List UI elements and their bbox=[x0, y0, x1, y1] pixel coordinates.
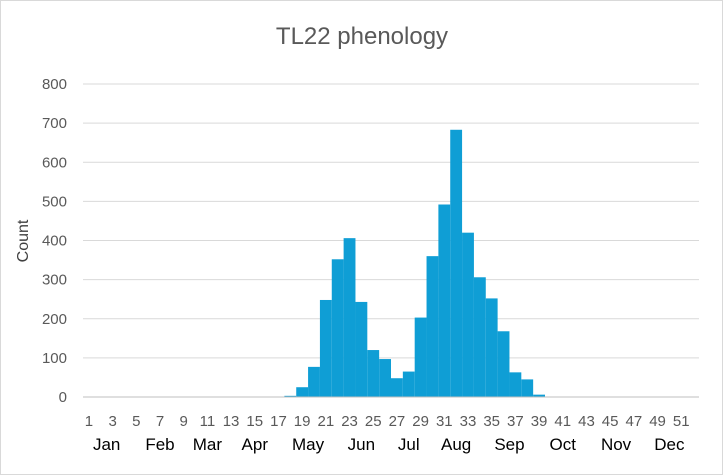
bar-week-23 bbox=[343, 238, 356, 397]
x-tick-label: 1 bbox=[85, 413, 93, 430]
bar-week-29 bbox=[414, 317, 427, 397]
x-tick-label: 49 bbox=[649, 413, 666, 430]
bar-week-19 bbox=[296, 387, 309, 397]
y-tick-label: 300 bbox=[42, 272, 67, 289]
month-label: Oct bbox=[550, 435, 577, 454]
month-labels: Jan Feb Mar Apr May Jun Jul Aug Sep Oct Nov Dec bbox=[93, 435, 685, 454]
x-tick-label: 31 bbox=[436, 413, 453, 430]
x-tick-label: 35 bbox=[483, 413, 500, 430]
bar-week-30 bbox=[426, 256, 439, 397]
month-label: Feb bbox=[145, 435, 174, 454]
x-tick-label: 23 bbox=[341, 413, 358, 430]
y-tick-label: 500 bbox=[42, 193, 67, 210]
y-axis-label: Count bbox=[15, 219, 32, 262]
y-tick-label: 600 bbox=[42, 154, 67, 171]
x-tick-label: 13 bbox=[223, 413, 240, 430]
y-tick-label: 100 bbox=[42, 350, 67, 367]
y-tick-label: 0 bbox=[59, 389, 67, 406]
bar-week-33 bbox=[462, 232, 474, 397]
bar-week-25 bbox=[367, 350, 380, 397]
x-tick-label: 51 bbox=[673, 413, 690, 430]
month-label: Apr bbox=[242, 435, 269, 454]
bars bbox=[284, 129, 545, 397]
chart-title: TL22 phenology bbox=[276, 23, 448, 50]
x-tick-label: 17 bbox=[270, 413, 287, 430]
x-tick-label: 37 bbox=[507, 413, 524, 430]
x-tick-label: 43 bbox=[578, 413, 595, 430]
bar-week-24 bbox=[355, 301, 368, 397]
bar-week-37 bbox=[509, 372, 522, 397]
bar-week-27 bbox=[391, 378, 403, 397]
x-tick-label: 27 bbox=[389, 413, 406, 430]
bar-week-38 bbox=[521, 379, 534, 397]
x-tick-label: 33 bbox=[460, 413, 477, 430]
x-tick-label: 39 bbox=[531, 413, 548, 430]
month-label: Jun bbox=[348, 435, 375, 454]
x-tick-labels: 1 3 5 7 9 11 13 15 17 19 21 23 25 27 29 31 33 35 37 39 41 43 4… bbox=[85, 413, 690, 430]
x-tick-label: 21 bbox=[318, 413, 335, 430]
y-tick-label: 400 bbox=[42, 233, 67, 250]
bar-week-36 bbox=[497, 331, 510, 397]
x-tick-label: 5 bbox=[132, 413, 140, 430]
bar-week-21 bbox=[319, 299, 332, 397]
x-tick-label: 25 bbox=[365, 413, 382, 430]
bar-week-18 bbox=[284, 395, 297, 397]
month-label: Jul bbox=[398, 435, 420, 454]
bar-week-32 bbox=[450, 129, 463, 397]
month-label: Sep bbox=[494, 435, 524, 454]
bar-week-39 bbox=[533, 394, 545, 397]
x-tick-label: 11 bbox=[200, 413, 216, 430]
y-tick-labels: 0 100 200 300 400 500 600 700 800 bbox=[42, 76, 67, 406]
y-tick-label: 200 bbox=[42, 311, 67, 328]
x-tick-label: 41 bbox=[554, 413, 571, 430]
x-tick-label: 29 bbox=[412, 413, 429, 430]
gridlines bbox=[83, 83, 699, 359]
x-tick-label: 9 bbox=[180, 413, 188, 430]
y-tick-label: 800 bbox=[42, 76, 67, 93]
month-label: Mar bbox=[193, 435, 223, 454]
month-label: May bbox=[292, 435, 325, 454]
bar-week-35 bbox=[485, 298, 498, 397]
x-tick-label: 47 bbox=[626, 413, 643, 430]
bar-week-34 bbox=[473, 277, 486, 397]
bar-week-20 bbox=[308, 366, 320, 397]
month-label: Nov bbox=[601, 435, 632, 454]
month-label: Aug bbox=[441, 435, 471, 454]
month-label: Dec bbox=[654, 435, 685, 454]
month-label: Jan bbox=[93, 435, 120, 454]
bar-week-22 bbox=[331, 259, 344, 397]
x-tick-label: 7 bbox=[156, 413, 164, 430]
y-tick-label: 700 bbox=[42, 115, 67, 132]
x-tick-label: 45 bbox=[602, 413, 619, 430]
bar-week-28 bbox=[402, 371, 415, 397]
x-tick-label: 3 bbox=[108, 413, 116, 430]
x-tick-label: 15 bbox=[246, 413, 263, 430]
bar-week-26 bbox=[379, 359, 391, 397]
bar-week-31 bbox=[438, 204, 451, 397]
x-tick-label: 19 bbox=[294, 413, 311, 430]
